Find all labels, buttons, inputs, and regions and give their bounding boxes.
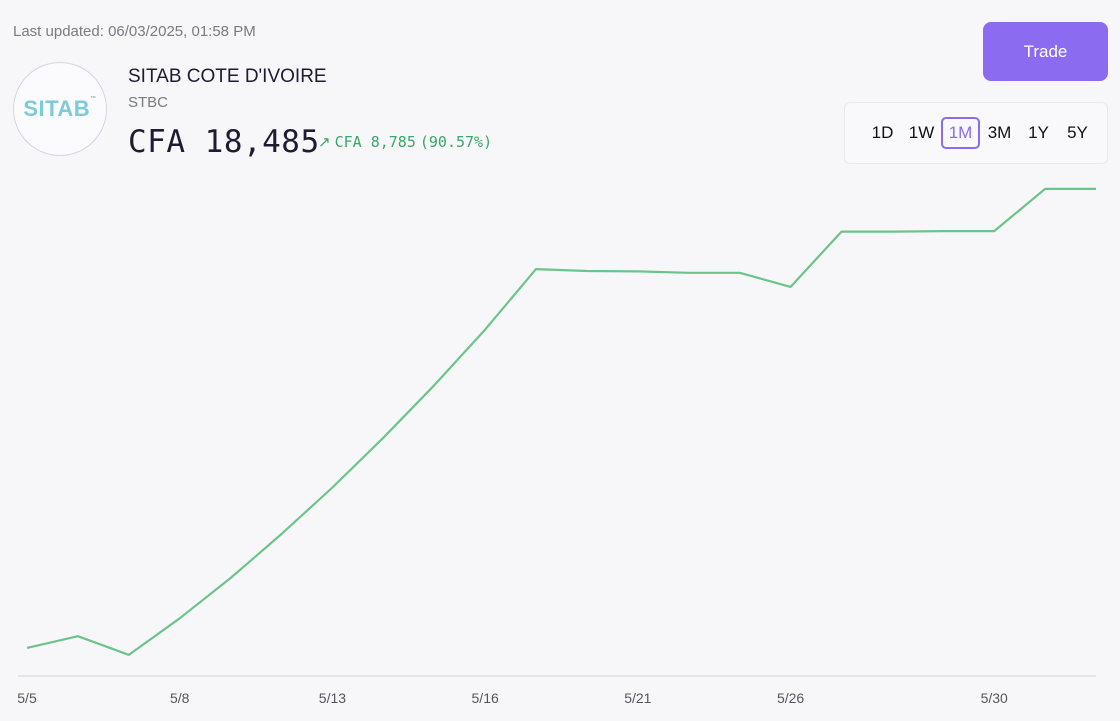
change-amount: CFA 8,785 [334,133,416,151]
range-3m[interactable]: 3M [987,123,1012,142]
company-name: SITAB COTE D'IVOIRE [128,66,327,87]
range-5y[interactable]: 5Y [1067,123,1088,142]
x-tick-label: 5/8 [170,690,190,706]
x-tick-label: 5/26 [777,690,804,706]
arrow-up-right-icon: ↗ [318,133,331,151]
company-logo: SITAB™ [13,62,107,156]
x-tick-label: 5/21 [624,690,651,706]
x-tick-label: 5/16 [472,690,499,706]
trade-button[interactable]: Trade [983,22,1108,81]
x-tick-label: 5/5 [17,690,37,706]
range-1m[interactable]: 1M [941,117,980,149]
range-1w[interactable]: 1W [908,123,935,142]
x-tick-label: 5/13 [319,690,346,706]
time-range-selector: 1D 1W 1M 3M 1Y 5Y [844,102,1108,164]
range-1d[interactable]: 1D [871,123,894,142]
price-change: ↗ CFA 8,785 (90.57%) [318,133,492,151]
range-1y[interactable]: 1Y [1028,123,1049,142]
last-updated-text: Last updated: 06/03/2025, 01:58 PM [13,23,256,40]
logo-wordmark: SITAB™ [23,96,97,121]
change-percent: (90.57%) [419,133,493,151]
current-price: CFA 18,485 [128,124,320,160]
ticker-symbol: STBC [128,94,169,111]
x-tick-label: 5/30 [981,690,1008,706]
price-series-line [26,187,1096,657]
